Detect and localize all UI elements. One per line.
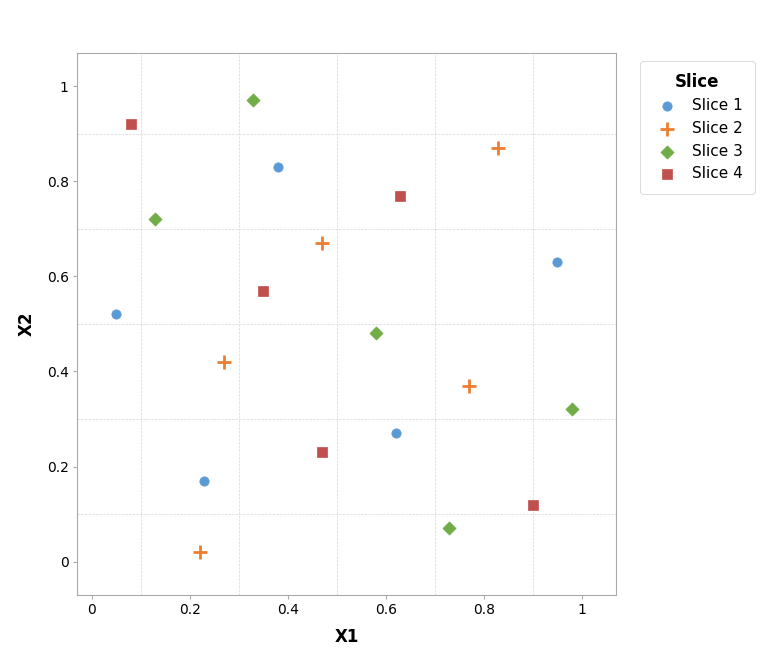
Slice 4 [394, 190, 407, 201]
Slice 4 [257, 286, 270, 296]
Slice 3 [247, 95, 259, 106]
Slice 4 [125, 119, 137, 130]
Slice 1 [110, 309, 122, 320]
Slice 4 [527, 499, 539, 510]
Slice 4 [316, 447, 328, 457]
Slice 2 [316, 238, 328, 249]
Slice 1 [198, 475, 210, 486]
Slice 3 [444, 523, 456, 533]
Slice 1 [390, 428, 402, 438]
Slice 3 [149, 214, 162, 225]
Slice 2 [218, 357, 230, 368]
Slice 2 [463, 381, 475, 391]
Slice 1 [272, 162, 284, 173]
Slice 3 [370, 328, 382, 338]
Legend: Slice 1, Slice 2, Slice 3, Slice 4: Slice 1, Slice 2, Slice 3, Slice 4 [640, 61, 755, 194]
Slice 2 [193, 547, 206, 557]
Y-axis label: X2: X2 [18, 311, 35, 336]
X-axis label: X1: X1 [334, 629, 359, 646]
Slice 2 [492, 143, 504, 153]
Slice 3 [566, 404, 578, 414]
Slice 1 [551, 256, 564, 267]
